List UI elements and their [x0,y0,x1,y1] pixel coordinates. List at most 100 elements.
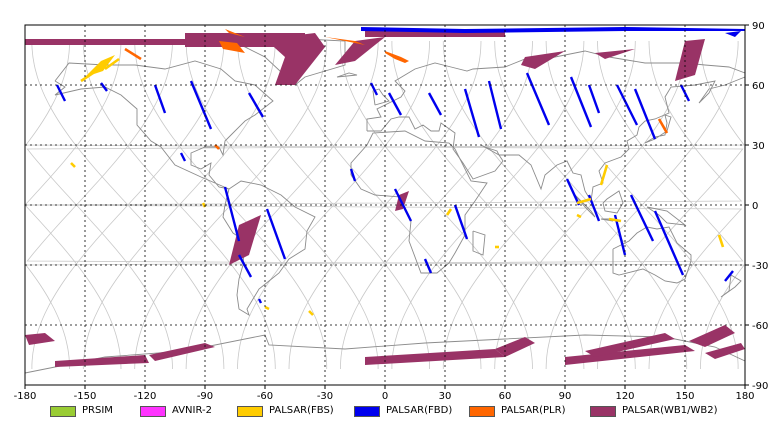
coastline [612,226,692,284]
legend-label-palsar-fbd: PALSAR(FBD) [386,405,453,416]
swath-wb [365,349,505,365]
strip-fbd [179,152,187,162]
legend-label-palsar-wb: PALSAR(WB1/WB2) [622,405,718,416]
strip-fbd [525,72,551,126]
y-tick-label: -60 [752,321,768,332]
strip-plr [214,144,220,150]
swath-wb [335,37,385,65]
graticule-grid [25,25,745,385]
swath-wb [229,215,261,265]
legend-swatch-prism [50,406,76,417]
swath-wb [25,333,55,345]
y-tick-label: -30 [752,261,768,272]
swath-wb [705,343,745,359]
legend-label-palsar-plr: PALSAR(PLR) [501,405,566,416]
strip-fbs [599,164,609,186]
strip-fbd [265,208,287,260]
coastline [574,194,596,218]
strip-fbs [608,217,622,223]
coastline [54,60,274,190]
legend-swatch-palsar-fbd [354,406,380,417]
swath-wb [565,345,695,365]
strip-fbd [247,92,265,118]
swath-wb [521,51,565,69]
strip-fbd [223,186,241,242]
strip-fbd [100,82,108,92]
strip-fbd [153,84,167,114]
x-tick-label: -60 [257,391,273,402]
swath-wb [675,39,705,81]
strip-fbd [189,80,213,130]
legend-label-prism: PRSIM [82,405,113,416]
x-tick-label: 60 [499,391,512,402]
swath-wb [149,343,215,361]
swath-fbd [725,31,741,37]
swath-plr [385,51,409,63]
x-tick-label: 30 [439,391,452,402]
strip-fbd [393,188,413,222]
legend-swatch-avnir2 [140,406,166,417]
strip-fbd [615,84,639,126]
coastline [336,72,358,78]
x-tick-label: -180 [14,391,37,402]
strip-fbd [257,298,263,304]
coastline [720,274,742,298]
x-tick-label: 120 [615,391,634,402]
swath-plr [219,41,245,53]
strip-fbd [613,214,627,256]
coastline [602,190,624,214]
swath-wb [265,33,325,85]
coastline [472,230,486,256]
strip-plr [124,47,142,61]
legend-swatch-palsar-fbs [237,406,263,417]
x-tick-label: -120 [134,391,157,402]
strip-fbd [587,84,601,114]
x-tick-label: -90 [197,391,213,402]
legend-swatch-palsar-wb [590,406,616,417]
swath-plr [325,37,365,45]
longitude-tick-labels: -180 -150 -120 -90 -60 -30 0 30 60 90 120 150 180 [14,391,755,402]
swath-wb [585,333,675,357]
legend-label-avnir2: AVNIR-2 [172,405,212,416]
swath-fbs [85,55,115,77]
strip-fbd [653,210,685,276]
strip-fbd [55,84,67,102]
strip-fbs [104,57,120,71]
x-tick-label: 90 [559,391,572,402]
orbit-track [24,40,743,370]
strip-fbd [565,178,581,206]
strip-fbd [679,84,691,102]
orbit-track [185,40,379,369]
strip-fbd [387,92,403,116]
strip-fbs [576,213,582,219]
strip-fbd [569,76,593,128]
coastline [644,114,672,144]
orbit-track [391,41,585,370]
x-tick-label: -30 [317,391,333,402]
strip-fbd [724,270,734,282]
strip-fbs [308,310,314,316]
strip-fbd [427,92,443,116]
y-tick-label: 30 [752,141,765,152]
strip-fbd [453,204,469,240]
strip-fbs [717,234,725,248]
y-tick-label: 90 [752,21,765,32]
strip-fbs [445,208,453,216]
legend: PRSIM AVNIR-2 PALSAR(FBS) PALSAR(FBD) PA… [0,397,770,427]
orbit-track [24,40,743,370]
strip-fbd [463,88,481,138]
strip-fbs [576,197,592,205]
strip-fbd [423,258,433,274]
strip-fbd [237,254,253,278]
legend-label-palsar-fbs: PALSAR(FBS) [269,405,334,416]
x-tick-label: 180 [735,391,754,402]
strip-fbd [349,168,357,182]
swath-wb [689,325,735,347]
x-tick-label: 150 [675,391,694,402]
orbit-track [25,41,744,370]
coastline [372,88,390,106]
strip-fbs [70,162,76,168]
latitude-tick-labels: 90 60 30 0 -30 -60 -90 [752,21,768,392]
observation-strips [55,47,734,316]
